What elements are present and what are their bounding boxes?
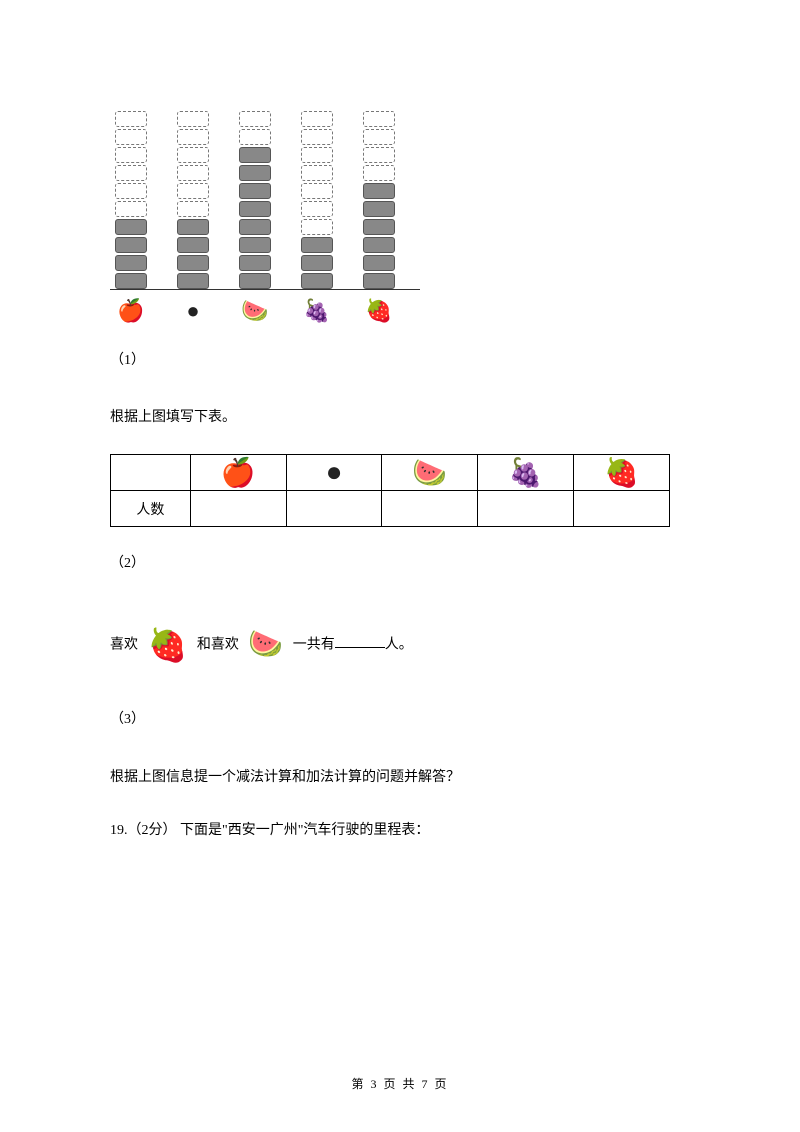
bar-block bbox=[239, 219, 271, 235]
bar-block bbox=[363, 273, 395, 289]
bar-block bbox=[115, 129, 147, 145]
bar-block bbox=[363, 147, 395, 163]
bar-col-grape bbox=[301, 111, 333, 289]
bar-block bbox=[301, 165, 333, 181]
bar-col-strawberry bbox=[363, 111, 395, 289]
bar-block bbox=[177, 201, 209, 217]
watermelon-icon: 🍉 bbox=[239, 298, 271, 324]
q2-mid: 和喜欢 bbox=[197, 637, 239, 652]
bar-block bbox=[115, 147, 147, 163]
apple-icon: 🍎 bbox=[221, 456, 256, 490]
bar-block bbox=[301, 201, 333, 217]
bar-block bbox=[239, 129, 271, 145]
strawberry-icon: 🍓 bbox=[604, 456, 639, 490]
bar-block bbox=[239, 183, 271, 199]
grape-icon: 🍇 bbox=[301, 298, 333, 324]
bar-col-orange bbox=[177, 111, 209, 289]
bar-block bbox=[115, 219, 147, 235]
strawberry-icon: 🍓 bbox=[148, 607, 188, 684]
table-header-blank bbox=[111, 455, 191, 491]
bar-block bbox=[177, 219, 209, 235]
table-row-label: 人数 bbox=[111, 491, 191, 527]
bar-block bbox=[177, 255, 209, 271]
bar-block bbox=[363, 219, 395, 235]
fruit-bar-chart bbox=[110, 90, 420, 290]
bar-block bbox=[239, 273, 271, 289]
bar-block bbox=[301, 147, 333, 163]
bar-block bbox=[301, 129, 333, 145]
q2-prefix: 喜欢 bbox=[110, 637, 138, 652]
bar-block bbox=[239, 255, 271, 271]
answer-table: 🍎 ● 🍉 🍇 🍓 人数 bbox=[110, 454, 670, 527]
table-header-grape: 🍇 bbox=[478, 455, 574, 491]
table-cell[interactable] bbox=[478, 491, 574, 527]
bar-block bbox=[239, 147, 271, 163]
q2-tail: 人。 bbox=[385, 637, 413, 652]
orange-icon: ● bbox=[326, 457, 343, 489]
bar-block bbox=[363, 255, 395, 271]
bar-block bbox=[115, 165, 147, 181]
bar-block bbox=[177, 129, 209, 145]
table-cell[interactable] bbox=[286, 491, 382, 527]
bar-block bbox=[363, 183, 395, 199]
orange-icon: ● bbox=[177, 298, 209, 324]
page-footer: 第 3 页 共 7 页 bbox=[0, 1075, 800, 1092]
bar-col-watermelon bbox=[239, 111, 271, 289]
bar-block bbox=[177, 165, 209, 181]
bar-block bbox=[177, 147, 209, 163]
bar-block bbox=[239, 165, 271, 181]
bar-block bbox=[301, 183, 333, 199]
q3-number: （3） bbox=[110, 707, 690, 732]
bar-block bbox=[177, 237, 209, 253]
bar-block bbox=[301, 237, 333, 253]
bar-block bbox=[363, 111, 395, 127]
q2-suffix: 一共有 bbox=[293, 637, 335, 652]
bar-block bbox=[301, 273, 333, 289]
table-cell[interactable] bbox=[190, 491, 286, 527]
q3-text: 根据上图信息提一个减法计算和加法计算的问题并解答？ bbox=[110, 765, 690, 790]
q2-blank[interactable] bbox=[335, 634, 385, 648]
apple-icon: 🍎 bbox=[115, 298, 147, 324]
bar-block bbox=[115, 111, 147, 127]
q1-number: （1） bbox=[110, 348, 690, 373]
table-row: 🍎 ● 🍉 🍇 🍓 bbox=[111, 455, 670, 491]
bar-block bbox=[363, 201, 395, 217]
bar-col-apple bbox=[115, 111, 147, 289]
fruit-axis-labels: 🍎 ● 🍉 🍇 🍓 bbox=[110, 298, 420, 324]
bar-block bbox=[115, 183, 147, 199]
q2-number: （2） bbox=[110, 551, 690, 576]
watermelon-icon: 🍉 bbox=[248, 611, 283, 678]
table-header-orange: ● bbox=[286, 455, 382, 491]
bar-block bbox=[177, 273, 209, 289]
table-header-watermelon: 🍉 bbox=[382, 455, 478, 491]
grape-icon: 🍇 bbox=[508, 456, 543, 490]
bar-block bbox=[115, 255, 147, 271]
bar-block bbox=[363, 129, 395, 145]
bar-block bbox=[177, 111, 209, 127]
table-cell[interactable] bbox=[574, 491, 670, 527]
bar-block bbox=[301, 111, 333, 127]
table-cell[interactable] bbox=[382, 491, 478, 527]
bar-block bbox=[363, 237, 395, 253]
bar-block bbox=[363, 165, 395, 181]
strawberry-icon: 🍓 bbox=[363, 298, 395, 324]
bar-block bbox=[115, 237, 147, 253]
bar-block bbox=[301, 219, 333, 235]
bar-block bbox=[115, 201, 147, 217]
bar-block bbox=[177, 183, 209, 199]
table-row: 人数 bbox=[111, 491, 670, 527]
bar-block bbox=[301, 255, 333, 271]
bar-block bbox=[239, 237, 271, 253]
table-header-apple: 🍎 bbox=[190, 455, 286, 491]
bar-block bbox=[115, 273, 147, 289]
bar-block bbox=[239, 201, 271, 217]
watermelon-icon: 🍉 bbox=[412, 456, 447, 490]
table-header-strawberry: 🍓 bbox=[574, 455, 670, 491]
bar-block bbox=[239, 111, 271, 127]
q1-text: 根据上图填写下表。 bbox=[110, 405, 690, 430]
q2-text: 喜欢 🍓 和喜欢 🍉 一共有 人。 bbox=[110, 607, 690, 684]
q19-text: 19.（2分） 下面是"西安一广州"汽车行驶的里程表： bbox=[110, 818, 690, 843]
